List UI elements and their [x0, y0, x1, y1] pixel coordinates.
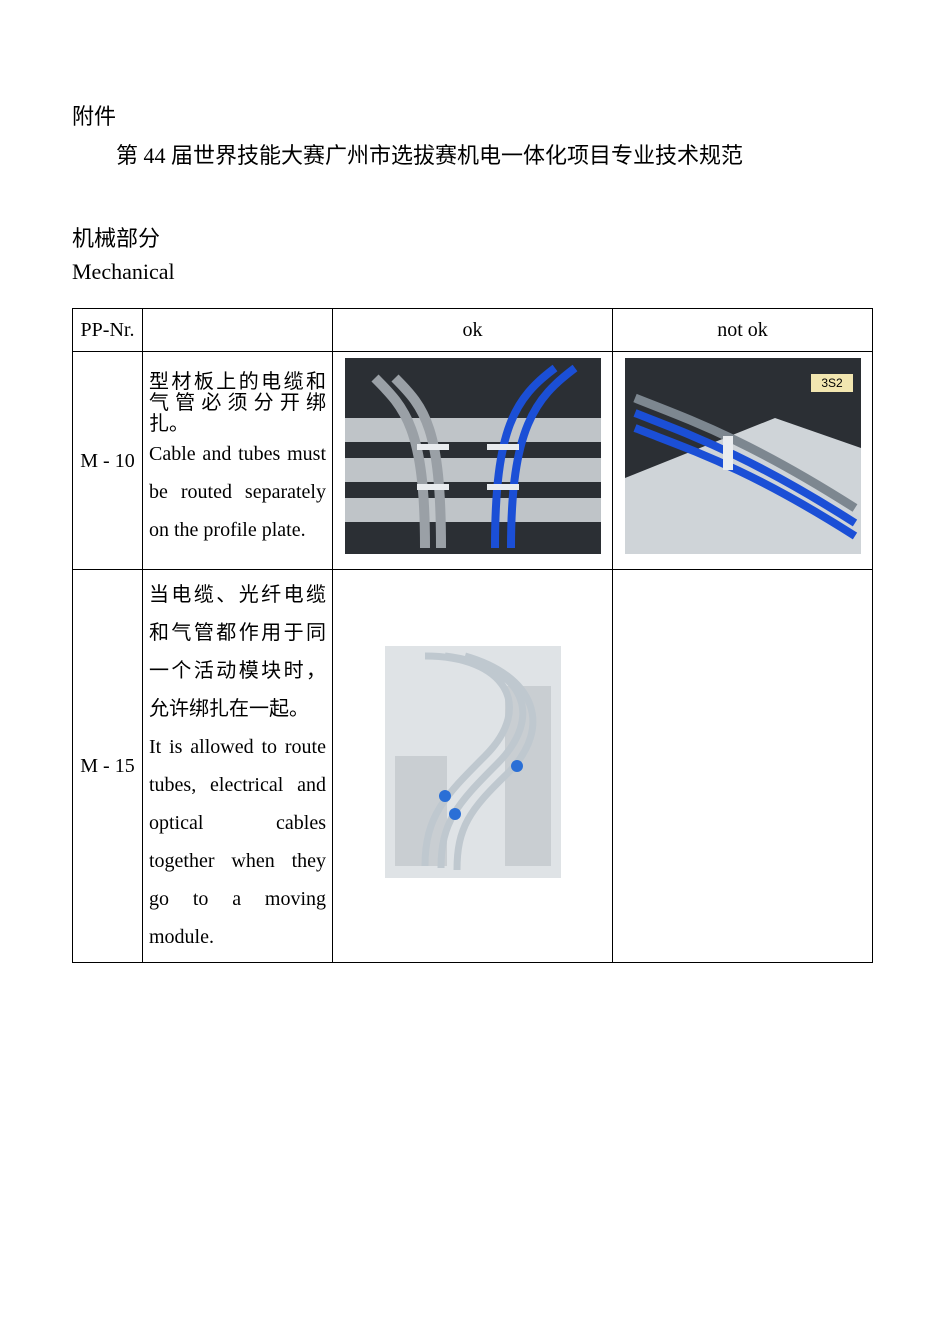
table-row: M - 10 型材板上的电缆和气管必须分开绑扎。 Cable and tubes… — [73, 352, 873, 570]
document-title: 第 44 届世界技能大赛广州市选拔赛机电一体化项目专业技术规范 — [72, 139, 873, 172]
col-header-id: PP-Nr. — [73, 309, 143, 352]
table-row: M - 15 当电缆、光纤电缆和气管都作用于同一个活动模块时，允许绑扎在一起。 … — [73, 570, 873, 963]
section-title-en: Mechanical — [72, 255, 873, 288]
document-page: 附件 第 44 届世界技能大赛广州市选拔赛机电一体化项目专业技术规范 机械部分 … — [0, 0, 945, 1003]
desc-en: Cable and tubes must be routed separatel… — [149, 435, 326, 549]
desc-cn: 当电缆、光纤电缆和气管都作用于同一个活动模块时，允许绑扎在一起。 — [149, 576, 326, 728]
col-header-desc — [143, 309, 333, 352]
col-header-not-ok: not ok — [613, 309, 873, 352]
cell-id: M - 10 — [73, 352, 143, 570]
cell-description: 型材板上的电缆和气管必须分开绑扎。 Cable and tubes must b… — [143, 352, 333, 570]
cell-notok-image — [613, 570, 873, 963]
section-header: 机械部分 Mechanical — [72, 222, 873, 288]
desc-en: It is allowed to route tubes, electrical… — [149, 728, 326, 956]
cell-ok-image — [333, 570, 613, 963]
tag-label: 3S2 — [821, 376, 843, 390]
attachment-label: 附件 — [72, 100, 873, 133]
desc-cn: 型材板上的电缆和气管必须分开绑扎。 — [149, 372, 326, 435]
cell-id: M - 15 — [73, 570, 143, 963]
photo-ok-icon — [345, 358, 601, 554]
photo-notok-icon: 3S2 — [625, 358, 861, 554]
col-header-ok: ok — [333, 309, 613, 352]
cell-ok-image — [333, 352, 613, 570]
cell-notok-image: 3S2 — [613, 352, 873, 570]
section-title-cn: 机械部分 — [72, 222, 873, 255]
spec-table: PP-Nr. ok not ok M - 10 型材板上的电缆和气管必须分开绑扎… — [72, 308, 873, 963]
cell-description: 当电缆、光纤电缆和气管都作用于同一个活动模块时，允许绑扎在一起。 It is a… — [143, 570, 333, 963]
photo-ok-icon — [385, 646, 561, 878]
table-header-row: PP-Nr. ok not ok — [73, 309, 873, 352]
